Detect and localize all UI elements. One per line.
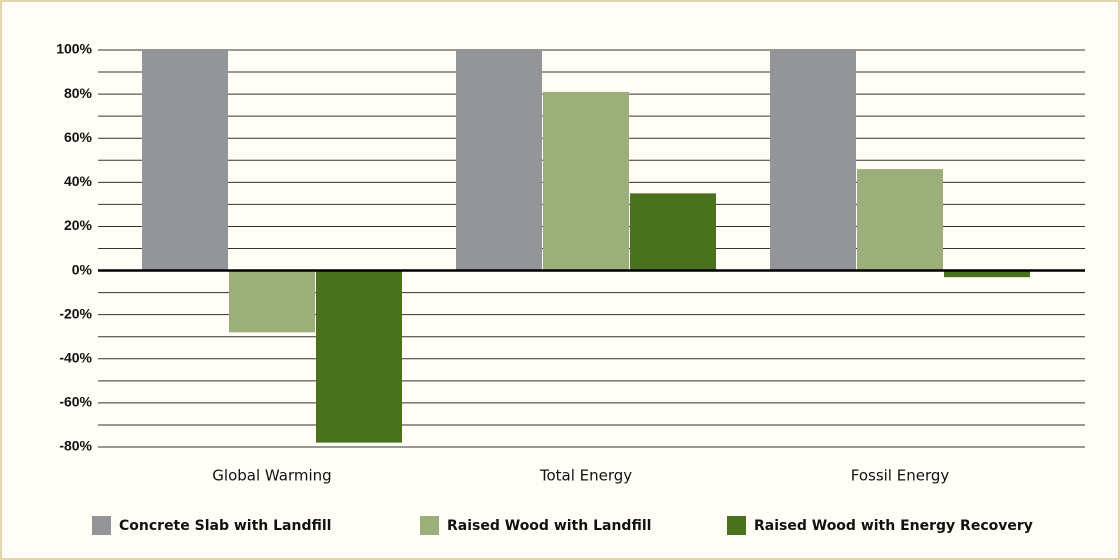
x-tick-label: Total Energy <box>539 467 632 485</box>
x-tick-label: Global Warming <box>212 467 331 485</box>
y-tick-label: -20% <box>59 305 92 321</box>
legend-swatch <box>420 516 439 535</box>
bar <box>770 50 856 271</box>
bar <box>543 91 629 271</box>
bar <box>944 270 1030 278</box>
bar <box>857 169 943 271</box>
legend-label: Raised Wood with Landfill <box>447 518 651 534</box>
legend-label: Concrete Slab with Landfill <box>119 518 331 534</box>
y-tick-label: -40% <box>59 349 92 365</box>
y-tick-label: 80% <box>64 85 93 101</box>
bar <box>456 50 542 271</box>
bar <box>142 50 228 271</box>
y-tick-label: 0% <box>72 261 93 277</box>
bar <box>229 270 315 333</box>
legend-swatch <box>727 516 746 535</box>
y-tick-label: 100% <box>56 41 92 57</box>
y-tick-label: 20% <box>64 217 93 233</box>
x-tick-label: Fossil Energy <box>851 467 950 485</box>
y-tick-label: -80% <box>59 438 92 454</box>
bar <box>630 193 716 271</box>
legend-label: Raised Wood with Energy Recovery <box>754 518 1033 534</box>
y-tick-label: -60% <box>59 394 92 410</box>
legend-swatch <box>92 516 111 535</box>
y-tick-label: 40% <box>64 173 93 189</box>
y-tick-label: 60% <box>64 129 93 145</box>
bar <box>316 270 402 443</box>
